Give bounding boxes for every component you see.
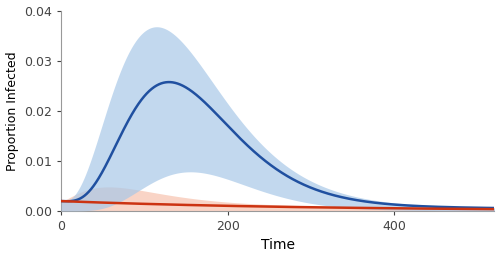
X-axis label: Time: Time	[261, 238, 295, 252]
Y-axis label: Proportion Infected: Proportion Infected	[6, 51, 18, 171]
